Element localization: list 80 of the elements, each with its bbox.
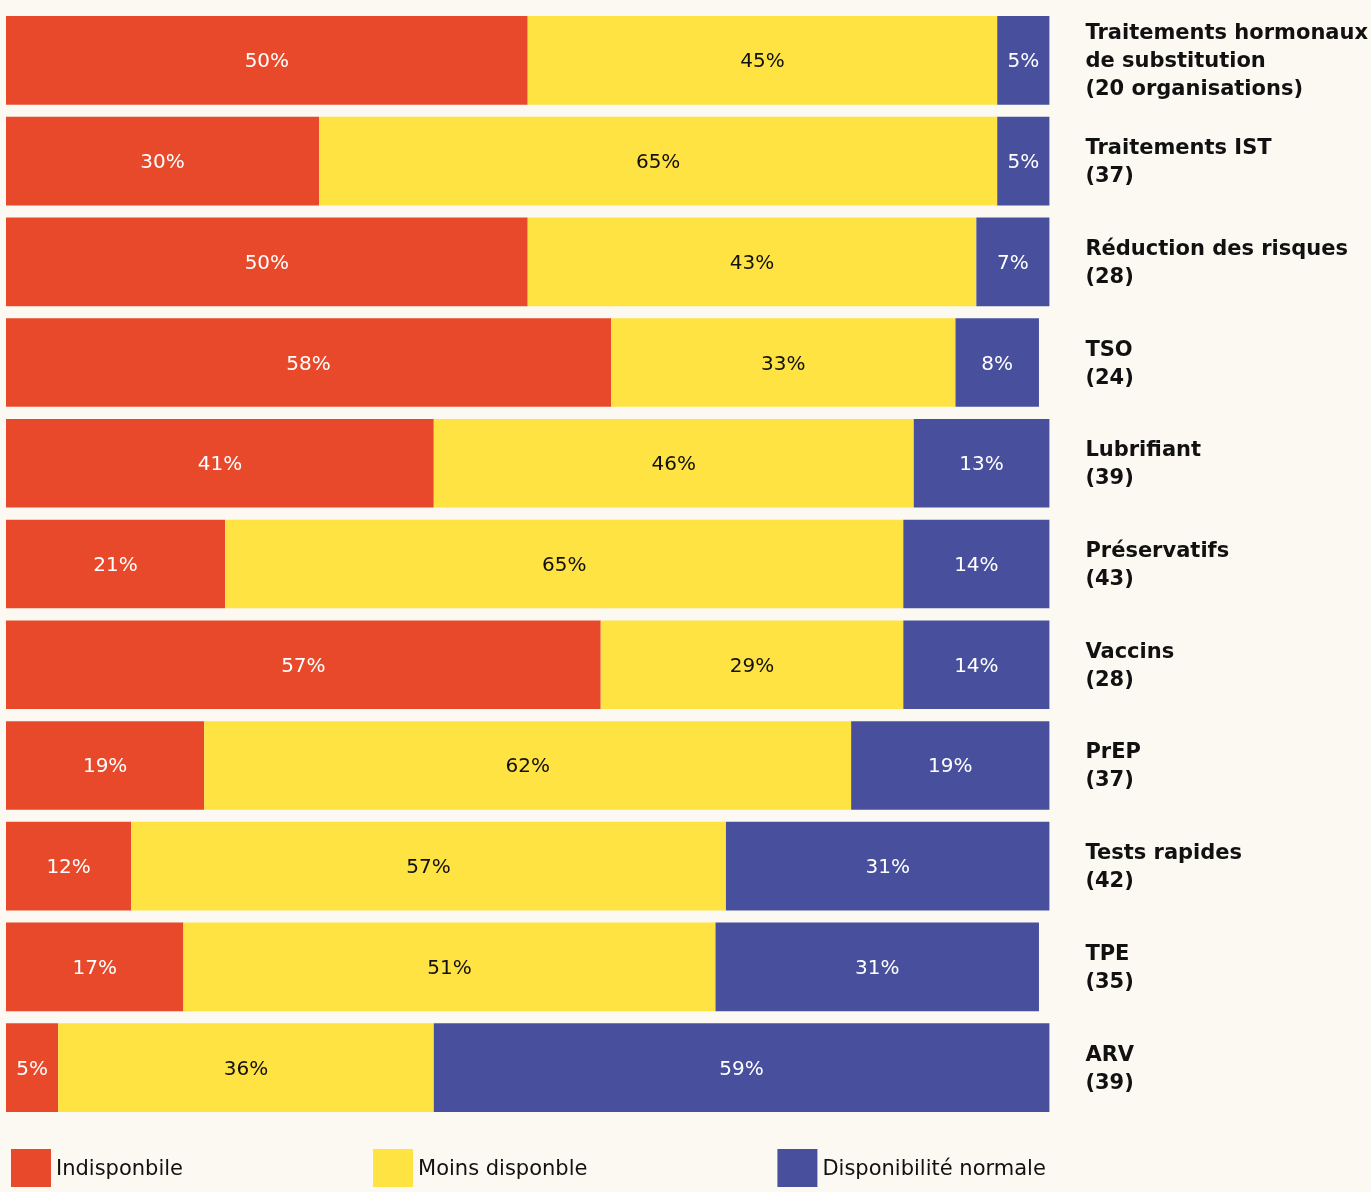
data-label: 31%	[855, 954, 900, 979]
data-label: 31%	[865, 854, 910, 879]
y-tick-label: ARV (39)	[1085, 1041, 1135, 1094]
bar	[6, 418, 434, 508]
bar	[725, 821, 1050, 911]
data-label: 13%	[959, 451, 1004, 476]
bar	[6, 821, 132, 911]
bar	[6, 318, 612, 407]
data-label: 50%	[244, 249, 290, 274]
data-label: 5%	[16, 1055, 48, 1080]
data-label: 62%	[505, 753, 550, 778]
bar	[6, 620, 601, 710]
bar	[6, 1023, 59, 1112]
y-tick-label: Tests rapides (42)	[1085, 840, 1243, 893]
bar	[611, 318, 956, 407]
y-tick-label: Réduction des risques (28)	[1085, 235, 1349, 288]
bar	[225, 519, 904, 609]
data-label: 14%	[954, 652, 999, 677]
bar	[913, 418, 1050, 508]
bar	[715, 922, 1039, 1012]
data-label: 30%	[140, 149, 185, 174]
bar	[6, 721, 205, 810]
data-label: 17%	[72, 954, 117, 979]
data-label: 58%	[286, 350, 331, 375]
data-label: 12%	[46, 854, 91, 879]
bar	[183, 922, 716, 1012]
bar	[903, 519, 1050, 609]
y-tick-label: Traitements IST (37)	[1085, 135, 1273, 188]
data-label: 36%	[223, 1055, 269, 1080]
bar	[600, 620, 904, 710]
data-label: 19%	[82, 753, 128, 778]
data-label: 41%	[197, 451, 243, 476]
data-label: 50%	[244, 48, 290, 73]
y-tick-label: Traitements hormonaux de substitution (20 organisations)	[1085, 20, 1369, 101]
data-label: 46%	[651, 451, 696, 476]
data-label: 14%	[954, 552, 999, 576]
data-label: 59%	[719, 1055, 764, 1080]
bar	[976, 217, 1050, 307]
data-label: 57%	[281, 652, 326, 677]
bar	[433, 1023, 1050, 1112]
data-label: 57%	[406, 854, 451, 879]
data-label: 5%	[1007, 149, 1040, 174]
bar	[6, 16, 528, 105]
data-label: 45%	[740, 48, 785, 73]
bar	[6, 217, 528, 307]
y-tick-label: Vaccins (28)	[1085, 638, 1175, 691]
data-label: 43%	[729, 249, 775, 274]
data-label: 29%	[729, 652, 775, 677]
bar	[6, 922, 184, 1012]
bar	[955, 318, 1039, 407]
bar	[527, 16, 998, 105]
data-label: 51%	[427, 954, 472, 979]
bar	[527, 217, 977, 307]
bar	[58, 1023, 434, 1112]
data-label: 19%	[928, 753, 973, 778]
data-label: 7%	[997, 249, 1029, 274]
data-label: 33%	[761, 350, 806, 375]
data-label: 65%	[635, 149, 681, 174]
bar	[997, 16, 1050, 105]
data-label: 21%	[93, 552, 138, 576]
y-tick-label: Lubrifiant (39)	[1085, 437, 1202, 490]
y-tick-label: TSO (24)	[1085, 336, 1134, 389]
bar	[6, 519, 226, 609]
y-tick-label: TPE (35)	[1085, 940, 1134, 993]
bar	[851, 721, 1050, 810]
bar	[433, 418, 914, 508]
data-label: 65%	[541, 552, 587, 576]
bar	[319, 116, 998, 206]
y-tick-label: Préservatifs (43)	[1085, 538, 1230, 590]
bar	[131, 821, 726, 911]
legend-label: Disponibilité normale	[822, 1156, 1046, 1180]
bar	[903, 620, 1050, 710]
bar	[204, 721, 852, 810]
y-tick-label: PrEP (37)	[1085, 739, 1141, 792]
data-label: 8%	[981, 350, 1014, 375]
legend-label: Indisponbile	[56, 1156, 184, 1180]
legend-label: Moins disponble	[418, 1156, 588, 1180]
bar	[6, 116, 320, 206]
data-label: 5%	[1007, 48, 1040, 73]
bar	[997, 116, 1050, 206]
